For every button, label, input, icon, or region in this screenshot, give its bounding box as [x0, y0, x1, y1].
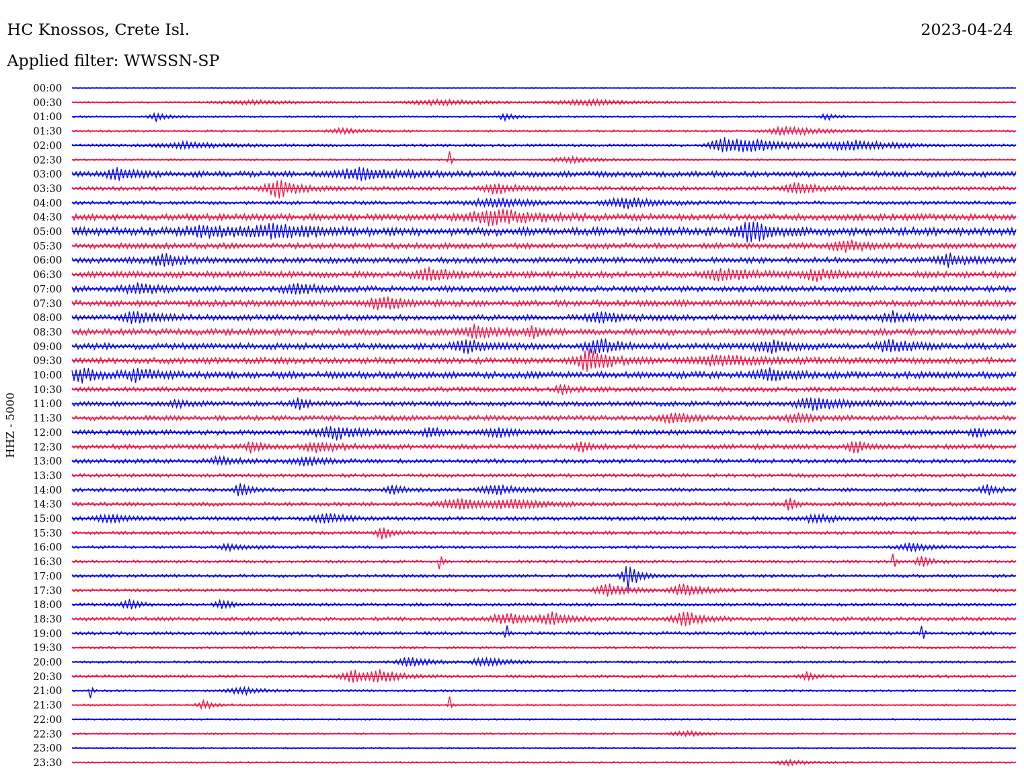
time-tick-label: 20:00 — [33, 658, 62, 669]
time-tick-label: 18:30 — [33, 614, 62, 625]
time-tick-label: 12:30 — [33, 442, 62, 453]
trace-line — [71, 296, 1017, 311]
time-tick-label: 21:00 — [33, 686, 62, 697]
trace-line — [71, 310, 1017, 325]
time-tick-label: 10:30 — [33, 385, 62, 396]
time-tick-label: 20:30 — [33, 672, 62, 683]
time-tick-label: 03:00 — [33, 170, 62, 181]
time-tick-label: 07:30 — [33, 299, 62, 310]
station-title: HC Knossos, Crete Isl. — [7, 20, 190, 39]
time-tick-label: 11:00 — [33, 399, 62, 410]
time-tick-label: 08:00 — [33, 313, 62, 324]
time-tick-label: 04:00 — [33, 198, 62, 209]
trace-line — [71, 239, 1017, 253]
time-tick-label: 19:00 — [33, 629, 62, 640]
trace-line — [71, 166, 1017, 182]
time-tick-label: 02:00 — [33, 141, 62, 152]
trace-line — [71, 685, 1017, 699]
date-label: 2023-04-24 — [920, 20, 1013, 39]
time-tick-label: 18:00 — [33, 600, 62, 611]
time-tick-label: 04:30 — [33, 213, 62, 224]
time-tick-label: 23:30 — [33, 758, 62, 769]
trace-line — [71, 426, 1017, 441]
trace-line — [71, 252, 1017, 268]
time-tick-label: 16:30 — [33, 557, 62, 568]
time-tick-label: 15:00 — [33, 514, 62, 525]
time-tick-label: 01:00 — [33, 112, 62, 123]
time-tick-label: 00:30 — [33, 98, 62, 109]
trace-line — [71, 367, 1017, 384]
trace-line — [71, 565, 1017, 591]
trace-line — [71, 179, 1017, 199]
trace-line — [71, 512, 1017, 525]
time-tick-label: 08:30 — [33, 327, 62, 338]
time-tick-label: 12:00 — [33, 428, 62, 439]
time-tick-label: 23:00 — [33, 744, 62, 755]
time-tick-label: 16:00 — [33, 543, 62, 554]
time-tick-label: 11:30 — [33, 414, 62, 425]
time-tick-label: 01:30 — [33, 127, 62, 138]
trace-line — [71, 221, 1017, 243]
time-tick-label: 09:30 — [33, 356, 62, 367]
trace-line — [71, 696, 1017, 711]
time-tick-label: 03:30 — [33, 184, 62, 195]
time-tick-label: 15:30 — [33, 528, 62, 539]
time-tick-label: 17:00 — [33, 571, 62, 582]
time-tick-label: 14:00 — [33, 485, 62, 496]
time-tick-label: 06:00 — [33, 256, 62, 267]
trace-line — [71, 527, 1017, 540]
time-tick-label: 02:30 — [33, 155, 62, 166]
trace-line — [71, 625, 1017, 639]
time-tick-label: 14:30 — [33, 500, 62, 511]
time-tick-label: 05:30 — [33, 241, 62, 252]
trace-line — [71, 111, 1017, 123]
time-tick-label: 07:00 — [33, 284, 62, 295]
time-tick-label: 17:30 — [33, 586, 62, 597]
time-tick-label: 13:00 — [33, 457, 62, 468]
time-tick-label: 10:00 — [33, 371, 62, 382]
trace-line — [71, 137, 1017, 153]
time-tick-label: 06:30 — [33, 270, 62, 281]
trace-line — [71, 323, 1017, 339]
time-tick-label: 13:30 — [33, 471, 62, 482]
time-tick-label: 09:00 — [33, 342, 62, 353]
time-tick-label: 05:00 — [33, 227, 62, 238]
time-tick-label: 00:00 — [33, 84, 62, 95]
time-tick-label: 21:30 — [33, 701, 62, 712]
trace-line — [71, 208, 1017, 227]
trace-line — [71, 266, 1017, 282]
time-tick-label: 19:30 — [33, 643, 62, 654]
filter-label: Applied filter: WWSSN-SP — [7, 51, 220, 70]
trace-line — [71, 151, 1017, 165]
time-tick-label: 22:00 — [33, 715, 62, 726]
time-tick-label: 22:30 — [33, 729, 62, 740]
